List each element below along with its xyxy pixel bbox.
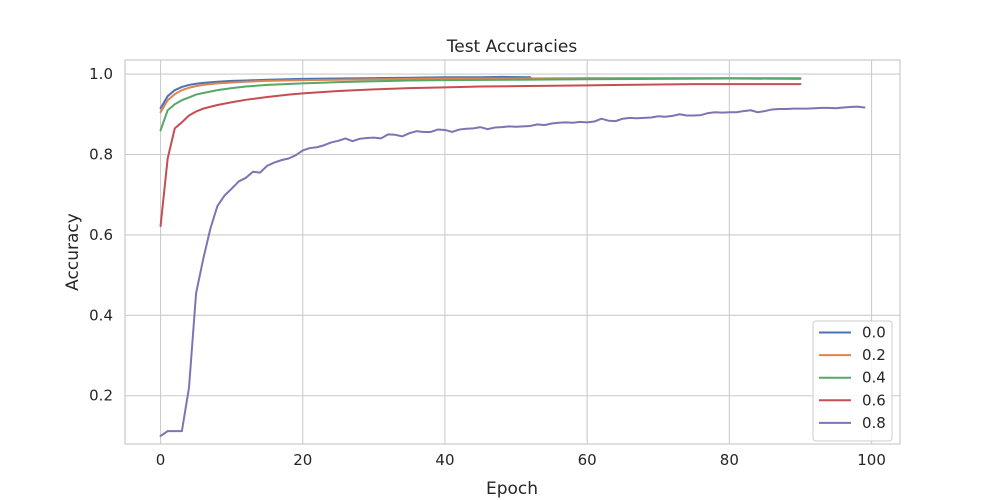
legend: 0.0 0.2 0.4 0.6 0.8 <box>812 320 893 442</box>
legend-frame <box>812 320 893 442</box>
x-tick-label: 60 <box>578 451 597 469</box>
y-axis-label: Accuracy <box>63 213 83 291</box>
y-tick-label: 0.6 <box>89 226 113 244</box>
legend-label: 0.4 <box>862 369 886 387</box>
x-axis-label: Epoch <box>486 479 538 499</box>
series-line-3 <box>159 83 802 228</box>
chart-title: Test Accuracies <box>446 37 578 57</box>
x-tick-label: 80 <box>720 451 739 469</box>
legend-label: 0.8 <box>862 414 886 432</box>
plot-area <box>124 59 901 445</box>
legend-label: 0.2 <box>862 346 886 364</box>
x-tick-label: 40 <box>435 451 454 469</box>
series-line-4 <box>159 105 866 437</box>
grid <box>125 60 900 444</box>
legend-label: 0.0 <box>862 324 886 342</box>
x-tick-label: 20 <box>293 451 312 469</box>
legend-label: 0.6 <box>862 391 886 409</box>
x-tick-label: 0 <box>156 451 166 469</box>
series-line-1 <box>159 77 802 114</box>
y-tick-label: 0.2 <box>89 387 113 405</box>
series-line-0 <box>159 75 532 110</box>
series-line-2 <box>159 77 802 132</box>
y-tick-label: 0.8 <box>89 145 113 163</box>
tick-labels: 0 20 40 60 80 100 0.2 0.4 0.6 0.8 1.0 <box>89 65 886 469</box>
y-tick-label: 0.4 <box>89 306 113 324</box>
y-tick-label: 1.0 <box>89 65 113 83</box>
series-layer <box>159 75 866 437</box>
x-tick-label: 100 <box>857 451 886 469</box>
